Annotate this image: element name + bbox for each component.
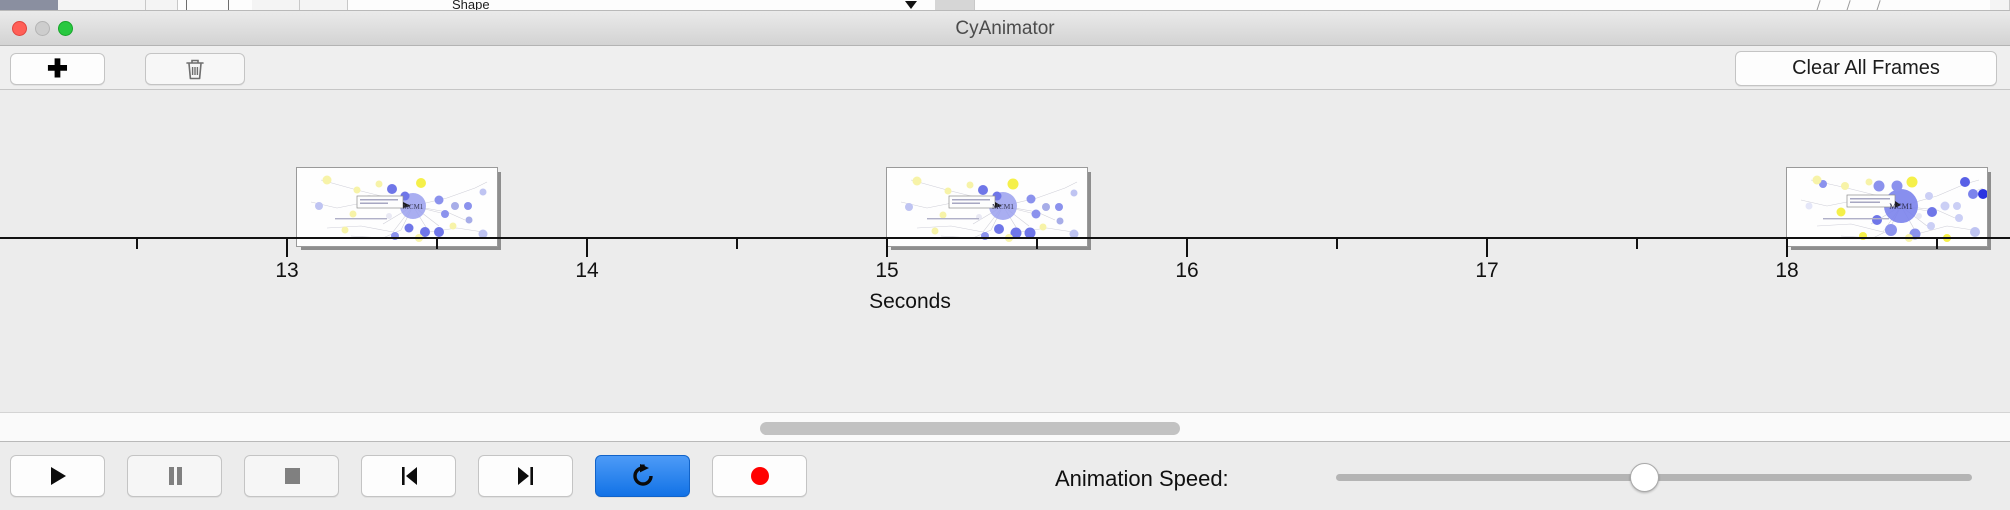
slider-thumb[interactable] xyxy=(1630,463,1659,492)
pause-button[interactable] xyxy=(127,455,222,497)
skip-to-end-button[interactable] xyxy=(478,455,573,497)
stop-icon xyxy=(284,468,300,484)
close-icon[interactable] xyxy=(12,21,27,36)
ruler-tick-minor xyxy=(1636,239,1638,249)
background-window-strip: Shape xyxy=(0,0,2010,11)
background-window-label: Shape xyxy=(452,0,490,11)
skip-to-start-icon xyxy=(401,467,417,485)
title-bar: CyAnimator xyxy=(0,11,2010,46)
ruler-axis-line xyxy=(0,237,2010,239)
trash-icon xyxy=(186,59,204,80)
ruler-tick-minor xyxy=(1036,239,1038,249)
ruler-tick-label: 14 xyxy=(575,259,599,282)
record-icon xyxy=(750,467,769,485)
ruler-tick-minor xyxy=(1936,239,1938,249)
svg-text:MCM1: MCM1 xyxy=(1889,202,1913,211)
play-icon xyxy=(50,467,66,485)
ruler-tick-label: 18 xyxy=(1775,259,1799,282)
playback-toolbar: Animation Speed: xyxy=(0,443,2010,510)
ruler-tick-minor xyxy=(736,239,738,249)
timeline-horizontal-scrollbar[interactable] xyxy=(0,412,2010,442)
add-frame-button[interactable]: ✚ xyxy=(10,53,105,85)
ruler-tick-minor xyxy=(436,239,438,249)
minimize-icon[interactable] xyxy=(35,21,50,36)
clear-all-frames-button[interactable]: Clear All Frames xyxy=(1735,51,1997,86)
ruler-tick-major xyxy=(586,239,588,257)
ruler-tick-minor xyxy=(136,239,138,249)
loop-button[interactable] xyxy=(595,455,690,497)
ruler-tick-major xyxy=(1186,239,1188,257)
animation-speed-slider[interactable] xyxy=(1336,463,1972,492)
axis-title: Seconds xyxy=(869,290,951,313)
scrollbar-thumb[interactable] xyxy=(760,422,1180,435)
ruler-tick-label: 17 xyxy=(1475,259,1499,282)
pause-icon xyxy=(168,467,182,485)
stop-button[interactable] xyxy=(244,455,339,497)
loop-icon xyxy=(632,464,653,486)
ruler-tick-minor xyxy=(1336,239,1338,249)
window-controls xyxy=(12,21,73,36)
plus-icon: ✚ xyxy=(47,54,68,83)
maximize-icon[interactable] xyxy=(58,21,73,36)
skip-to-start-button[interactable] xyxy=(361,455,456,497)
timeline-panel[interactable]: MCM1 xyxy=(0,90,2010,412)
record-button[interactable] xyxy=(712,455,807,497)
timeline-ruler[interactable]: 2131415161718 Seconds xyxy=(0,237,2010,313)
ruler-tick-major xyxy=(286,239,288,257)
toolbar: ✚ Clear All Frames xyxy=(0,46,2010,90)
ruler-tick-label: 13 xyxy=(275,259,299,282)
svg-text:MCM1: MCM1 xyxy=(992,202,1014,211)
play-button[interactable] xyxy=(10,455,105,497)
ruler-tick-major xyxy=(1786,239,1788,257)
ruler-tick-major xyxy=(1486,239,1488,257)
ruler-tick-major xyxy=(886,239,888,257)
animation-speed-label: Animation Speed: xyxy=(1055,466,1229,491)
ruler-tick-label: 16 xyxy=(1175,259,1199,282)
delete-frame-button[interactable] xyxy=(145,53,245,85)
window-title: CyAnimator xyxy=(955,18,1055,39)
svg-text:MCM1: MCM1 xyxy=(403,203,424,211)
ruler-tick-label: 15 xyxy=(875,259,899,282)
skip-to-end-icon xyxy=(517,467,533,485)
